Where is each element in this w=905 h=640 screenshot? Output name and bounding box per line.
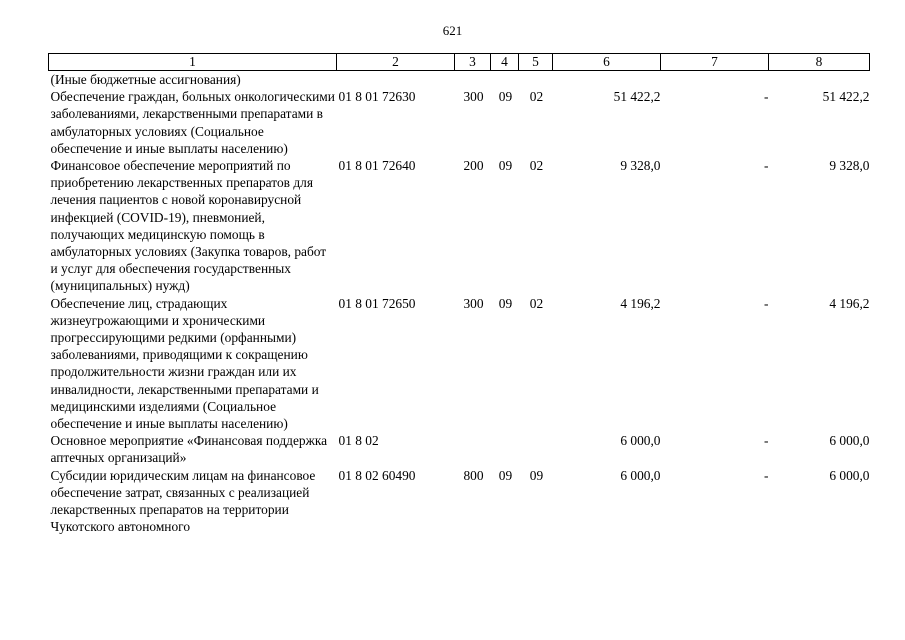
header-col-8: 8	[768, 53, 870, 71]
row-code: 01 8 02 60490	[338, 467, 416, 483]
row-col7: -	[764, 295, 769, 311]
row-description: Обеспечение граждан, больных онкологичес…	[50, 89, 335, 156]
row-rz	[491, 71, 519, 89]
page-number: 621	[442, 23, 463, 38]
row-code: 01 8 01 72630	[338, 89, 416, 105]
row-col8: 51 422,2	[822, 89, 870, 105]
row-col8: 6 000,0	[829, 433, 870, 449]
row-col8: 4 196,2	[829, 295, 870, 311]
row-rz: 09	[498, 158, 513, 174]
header-col-2: 2	[336, 53, 455, 71]
row-vr: 300	[463, 295, 484, 311]
table-header-row: 1 2 3 4 5 6 7 8	[48, 53, 870, 71]
row-code: 01 8 02	[338, 433, 379, 449]
row-vr	[455, 71, 491, 89]
header-col-4: 4	[490, 53, 519, 71]
row-rz: 09	[498, 89, 513, 105]
row-vr: 200	[463, 158, 484, 174]
header-col-3: 3	[454, 53, 491, 71]
row-col7: -	[764, 467, 769, 483]
row-col7: -	[764, 89, 769, 105]
header-col-1: 1	[48, 53, 337, 71]
row-col7: -	[764, 158, 769, 174]
row-code: 01 8 01 72640	[338, 158, 416, 174]
row-vr: 300	[463, 89, 484, 105]
header-col-6: 6	[552, 53, 661, 71]
row-rz	[491, 432, 519, 466]
row-col7: -	[764, 433, 769, 449]
header-col-5: 5	[518, 53, 553, 71]
row-pr: 09	[529, 467, 544, 483]
header-col-7: 7	[660, 53, 769, 71]
row-col6: 9 328,0	[620, 158, 661, 174]
budget-table: 1 2 3 4 5 6 7 8 (Иные бюджетные ассигнов…	[48, 53, 870, 535]
table-row: Обеспечение граждан, больных онкологичес…	[49, 88, 870, 157]
row-col6: 6 000,0	[620, 467, 661, 483]
row-description: Субсидии юридическим лицам на финансовое…	[50, 467, 316, 535]
row-col6: 51 422,2	[613, 89, 661, 105]
table-row: Субсидии юридическим лицам на финансовое…	[49, 467, 870, 536]
row-code	[337, 71, 455, 89]
row-col6	[553, 71, 661, 89]
row-rz: 09	[498, 467, 513, 483]
table-row: Финансовое обеспечение мероприятий по пр…	[49, 157, 870, 295]
table-row: (Иные бюджетные ассигнования)	[49, 71, 870, 89]
row-description: Обеспечение лиц, страдающих жизнеугрожаю…	[50, 295, 319, 432]
row-description: (Иные бюджетные ассигнования)	[50, 72, 241, 87]
row-col8: 6 000,0	[829, 467, 870, 483]
row-vr: 800	[463, 467, 484, 483]
table-row: Основное мероприятие «Финансовая поддерж…	[49, 432, 870, 466]
table-row: Обеспечение лиц, страдающих жизнеугрожаю…	[49, 295, 870, 433]
row-description: Основное мероприятие «Финансовая поддерж…	[50, 433, 328, 466]
row-col7	[661, 71, 769, 89]
row-col6: 6 000,0	[620, 433, 661, 449]
row-vr	[455, 432, 491, 466]
row-description: Финансовое обеспечение мероприятий по пр…	[50, 158, 327, 294]
row-col6: 4 196,2	[620, 295, 661, 311]
row-col8	[769, 71, 870, 89]
row-pr	[519, 71, 553, 89]
row-pr: 02	[529, 89, 544, 105]
row-pr: 02	[529, 158, 544, 174]
row-col8: 9 328,0	[829, 158, 870, 174]
row-rz: 09	[498, 295, 513, 311]
row-pr: 02	[529, 295, 544, 311]
row-pr	[519, 432, 553, 466]
row-code: 01 8 01 72650	[338, 295, 416, 311]
